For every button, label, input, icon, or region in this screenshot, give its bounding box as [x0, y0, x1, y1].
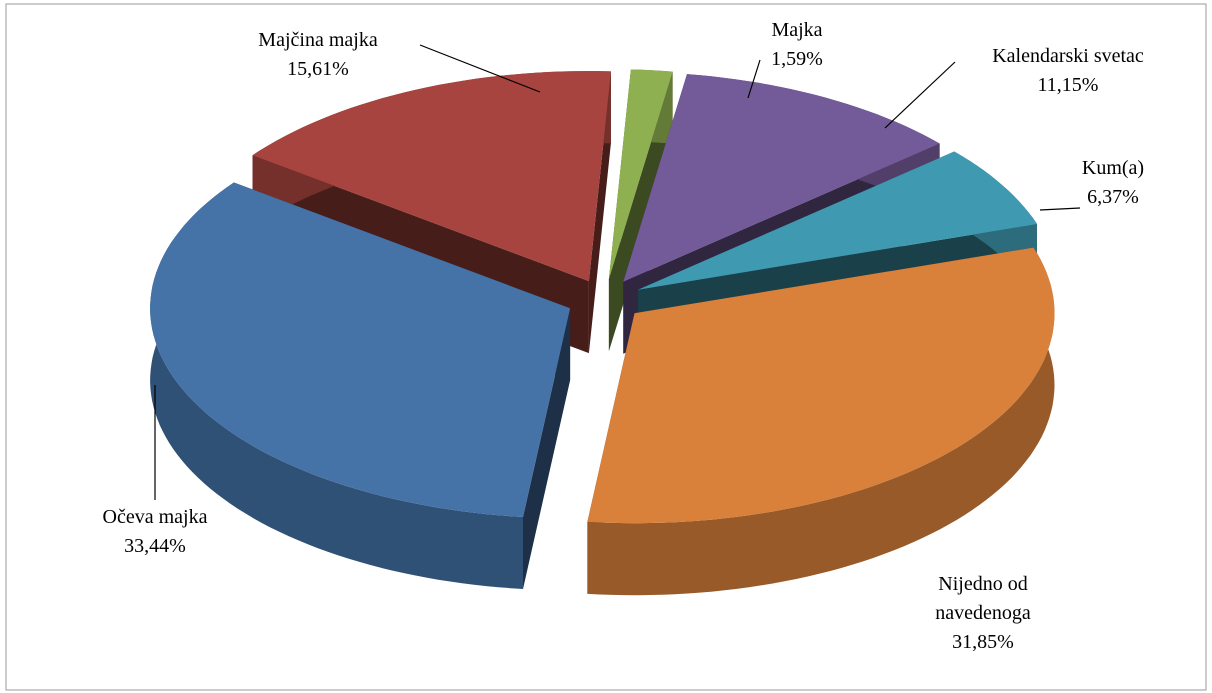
slice — [608, 69, 673, 280]
label-name: Kalendarski svetac — [992, 45, 1144, 67]
data-label: Majčina majka 15,61% — [218, 26, 418, 84]
leader-line — [1039, 207, 1081, 211]
leader-line — [419, 44, 541, 93]
label-value: 11,15% — [1037, 74, 1099, 96]
label-name: Nijedno od navedenoga — [935, 573, 1031, 624]
label-value: 6,37% — [1087, 186, 1139, 208]
chart-border — [5, 3, 1207, 691]
label-name: Majka — [771, 19, 823, 41]
label-name: Očeva majka — [102, 506, 208, 528]
label-value: 1,59% — [771, 48, 823, 70]
slice — [150, 182, 571, 517]
slice-side — [587, 247, 1055, 596]
label-value: 15,61% — [287, 58, 349, 80]
slice — [587, 247, 1055, 524]
slice-side — [150, 182, 523, 589]
label-value: 31,85% — [952, 631, 1014, 653]
slice-side — [523, 308, 571, 589]
label-name: Majčina majka — [258, 29, 378, 51]
data-label: Očeva majka 33,44% — [55, 503, 255, 561]
data-label: Kum(a) 6,37% — [1053, 154, 1173, 212]
data-label: Kalendarski svetac 11,15% — [948, 42, 1188, 100]
slice — [623, 74, 940, 282]
slice — [252, 71, 611, 282]
label-name: Kum(a) — [1081, 157, 1145, 179]
data-label: Majka 1,59% — [697, 16, 897, 74]
data-label: Nijedno od navedenoga 31,85% — [918, 570, 1048, 657]
leader-line — [747, 59, 761, 99]
slice — [638, 151, 1037, 290]
label-value: 33,44% — [124, 535, 186, 557]
leader-line — [884, 61, 956, 129]
